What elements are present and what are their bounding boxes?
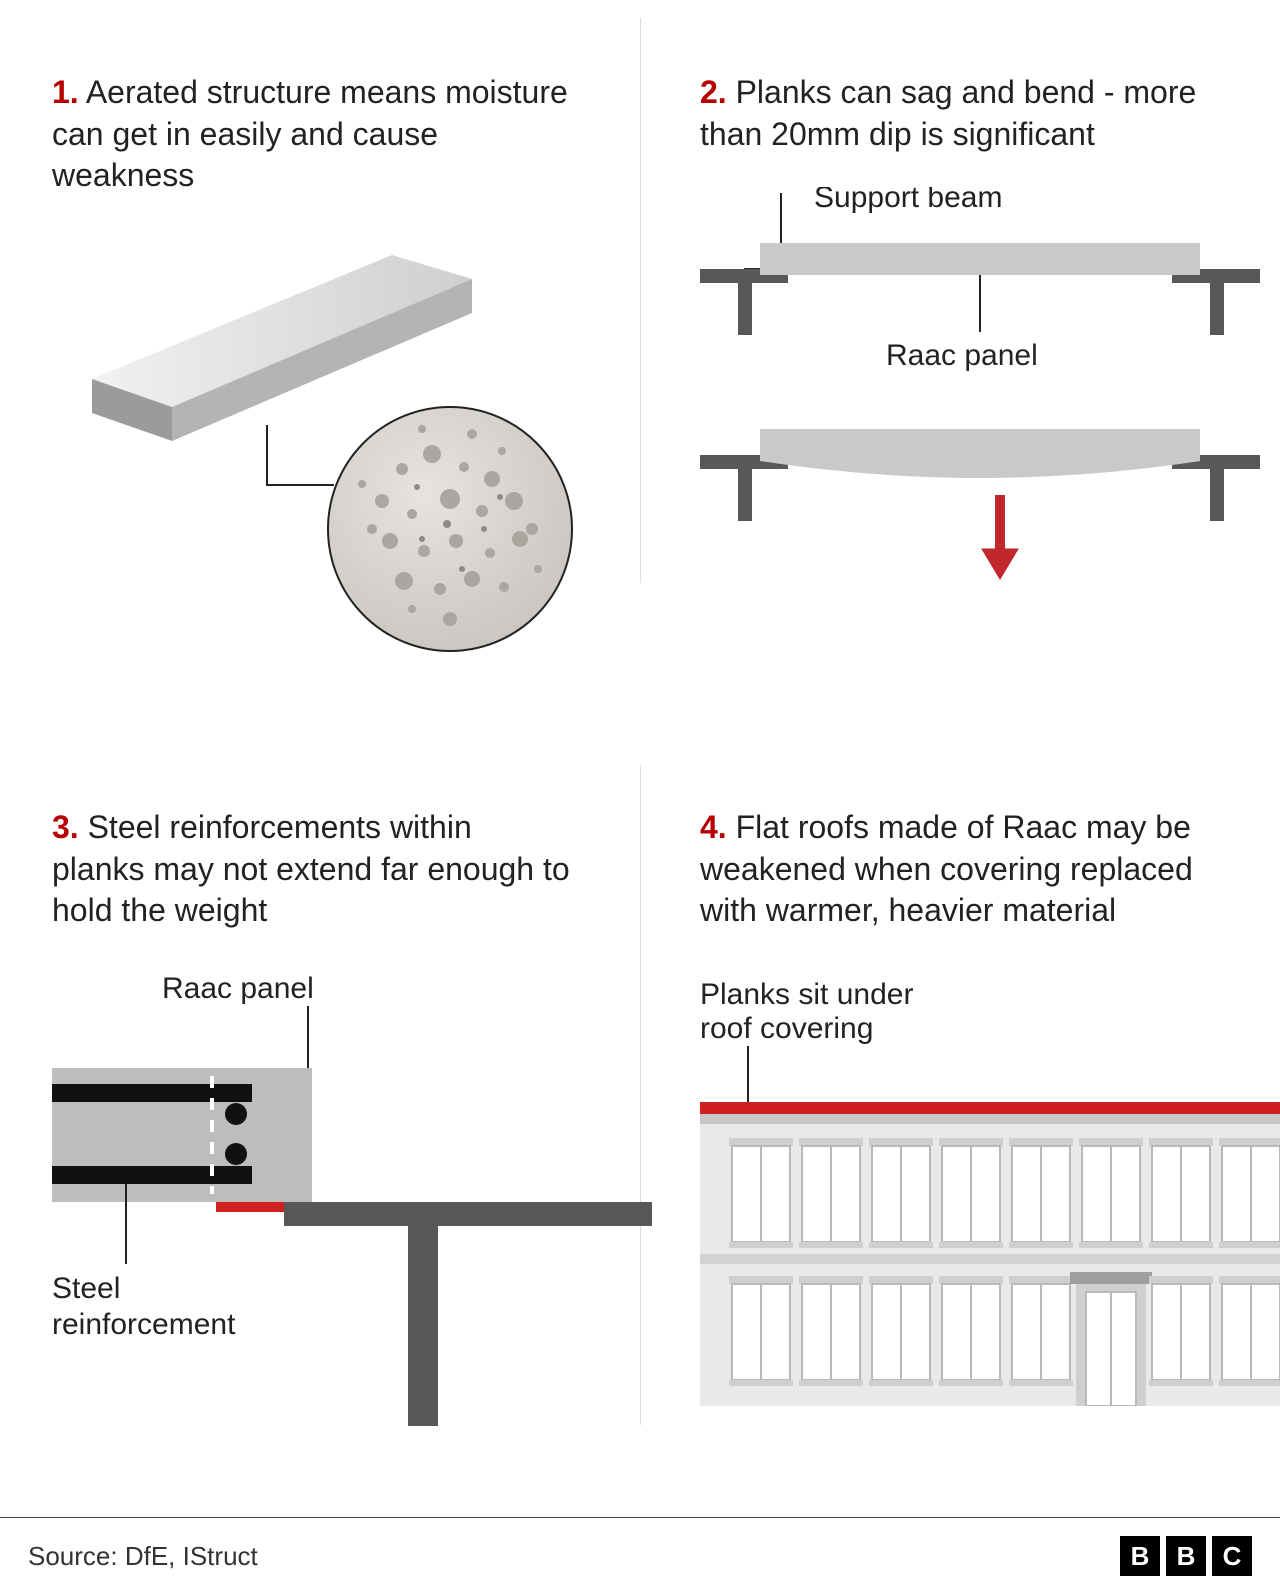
panel-3: 3. Steel reinforcements within planks ma… <box>28 767 676 1502</box>
caption-2-num: 2. <box>700 74 727 110</box>
reinforcement-diagram: Steel reinforcement <box>52 1006 652 1436</box>
caption-4-num: 4. <box>700 809 727 845</box>
caption-1-num: 1. <box>52 74 79 110</box>
panel-1: 1. Aerated structure means moisture can … <box>28 32 676 767</box>
caption-3-text: Steel reinforcements within planks may n… <box>52 809 570 928</box>
planks-roof-label-l2: roof covering <box>700 1012 1280 1046</box>
bbc-b2: B <box>1166 1536 1206 1576</box>
source-text: Source: DfE, IStruct <box>28 1541 258 1572</box>
sagging-diagram: Support beam Raac panel <box>700 187 1280 607</box>
footer: Source: DfE, IStruct B B C <box>0 1517 1280 1594</box>
planks-roof-label-l1: Planks sit under <box>700 978 1280 1012</box>
caption-1: 1. Aerated structure means moisture can … <box>52 72 572 197</box>
caption-2-text: Planks can sag and bend - more than 20mm… <box>700 74 1196 152</box>
caption-1-text: Aerated structure means moisture can get… <box>52 74 568 193</box>
support-beam-label: Support beam <box>814 187 1002 214</box>
steel-reinf-label-l2: reinforcement <box>52 1308 236 1341</box>
caption-3: 3. Steel reinforcements within planks ma… <box>52 807 572 932</box>
raac-panel-label-2: Raac panel <box>886 339 1038 372</box>
bbc-c: C <box>1212 1536 1252 1576</box>
caption-4: 4. Flat roofs made of Raac may be weaken… <box>700 807 1220 932</box>
steel-reinf-label-l1: Steel <box>52 1272 120 1305</box>
raac-panel-label-3: Raac panel <box>162 972 652 1006</box>
bbc-b1: B <box>1120 1536 1160 1576</box>
caption-3-num: 3. <box>52 809 79 845</box>
bbc-logo: B B C <box>1120 1536 1252 1576</box>
down-arrow-icon <box>982 495 1018 579</box>
panel-2: 2. Planks can sag and bend - more than 2… <box>676 32 1280 767</box>
svg-text:Steel reinforcement: Steel reinforcement <box>52 1272 236 1341</box>
building-diagram <box>700 1046 1280 1406</box>
plank-texture-diagram <box>52 229 612 659</box>
caption-2: 2. Planks can sag and bend - more than 2… <box>700 72 1220 155</box>
caption-4-text: Flat roofs made of Raac may be weakened … <box>700 809 1193 928</box>
panel-4: 4. Flat roofs made of Raac may be weaken… <box>676 767 1280 1502</box>
